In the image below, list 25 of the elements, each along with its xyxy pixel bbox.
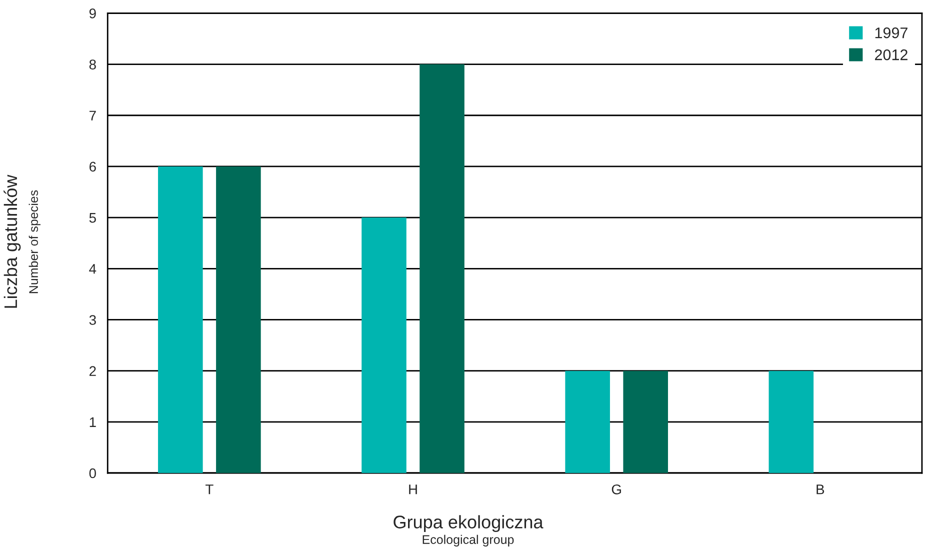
y-tick-label: 1 <box>90 417 96 427</box>
bar <box>420 64 464 473</box>
x-tick-label: H <box>409 484 417 494</box>
y-tick-label: 3 <box>89 315 96 325</box>
y-tick-label: 5 <box>89 213 96 223</box>
x-tick-label: B <box>816 484 824 494</box>
y-tick-label: 0 <box>89 468 96 478</box>
y-axis-title: Liczba gatunków Number of species <box>4 174 40 308</box>
bar <box>768 370 814 473</box>
legend-label: 2012 <box>874 49 908 60</box>
y-tick-label: 6 <box>90 162 96 172</box>
bar <box>565 370 610 473</box>
bar <box>216 166 261 473</box>
legend-label: 1997 <box>875 27 908 38</box>
x-tick-label: G <box>612 484 621 494</box>
y-tick-label: 7 <box>90 110 96 120</box>
y-tick-label: 8 <box>89 60 96 70</box>
bar <box>362 218 406 473</box>
y-tick-label: 4 <box>89 264 96 274</box>
x-tick-label: T <box>206 484 214 494</box>
x-axis-title: Grupa ekologiczna Ecological group <box>394 515 544 546</box>
bar <box>158 166 203 473</box>
bar <box>623 370 668 473</box>
y-tick-label: 9 <box>89 8 96 18</box>
y-tick-label: 2 <box>90 366 96 376</box>
